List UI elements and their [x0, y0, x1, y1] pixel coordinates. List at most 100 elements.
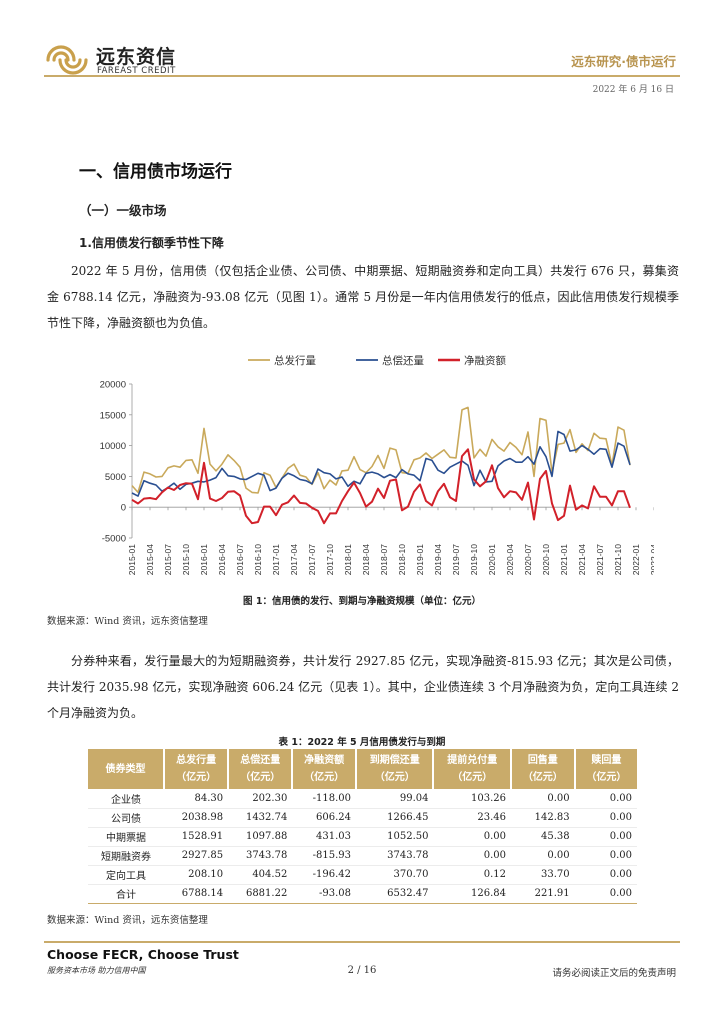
x-tick-label: 2015-07	[163, 544, 173, 575]
legend-label: 总偿还量	[382, 354, 424, 367]
value-cell: 84.30	[164, 789, 229, 809]
series-line-2	[131, 430, 631, 497]
x-tick-label: 2021-01	[559, 544, 569, 575]
header-unit: （亿元）	[176, 772, 217, 783]
x-tick-label: 2015-04	[145, 544, 155, 575]
x-tick-label: 2016-01	[199, 544, 209, 575]
value-cell: 23.46	[433, 808, 511, 828]
value-cell: 6532.47	[355, 884, 434, 904]
y-tick-label: -5000	[102, 534, 126, 545]
x-tick-label: 2015-01	[127, 544, 137, 575]
x-tick-label: 2020-07	[523, 544, 533, 575]
row-label-cell: 中期票据	[88, 827, 164, 847]
x-tick-label: 2017-04	[289, 544, 299, 575]
header-cell: 总发行量 （亿元）	[164, 749, 230, 789]
table-row: 企业债 84.30 202.30 -118.00 99.04 103.26 0.00 0.00	[88, 789, 637, 809]
table-row: 中期票据 1528.91 1097.88 431.03 1052.50 0.00 45.38…	[88, 827, 637, 847]
value-cell: 221.91	[510, 884, 575, 904]
y-tick-label: 20000	[100, 380, 126, 391]
table-caption: 表 1：2022 年 5 月信用债发行与到期	[278, 737, 446, 748]
table-row: 定向工具 208.10 404.52 -196.42 370.70 0.12 33.70 0.…	[88, 865, 637, 885]
header-label: 总发行量	[176, 755, 217, 766]
value-cell: 404.52	[228, 865, 293, 885]
value-cell: 0.00	[433, 827, 511, 847]
header-divider	[44, 75, 680, 77]
table-header-row: 债券类型 总发行量 （亿元） 总偿还量 （亿元） 净融资额 （亿元） 到期偿还量 （亿元…	[88, 749, 637, 789]
footer-tagline: 服务资本市场 助力信用中国	[47, 966, 146, 975]
row-label-cell: 定向工具	[88, 865, 164, 885]
header-label: 到期偿还量	[369, 755, 420, 766]
x-tick-label: 2021-04	[577, 544, 587, 575]
value-cell: 3743.78	[228, 846, 293, 866]
x-tick-label: 2022-01	[631, 544, 641, 575]
series-line-1	[131, 406, 631, 494]
row-label-cell: 企业债	[88, 789, 164, 809]
header-cell: 净融资额 （亿元）	[292, 749, 357, 789]
table-source: 数据来源：Wind 资讯，远东资信整理	[47, 915, 208, 926]
value-cell: 0.00	[574, 884, 637, 904]
value-cell: 0.00	[510, 846, 575, 866]
table-row: 短期融资券 2927.85 3743.78 -815.93 3743.78 0.00 0.0…	[88, 846, 637, 866]
x-tick-label: 2018-04	[361, 544, 371, 575]
row-label-cell: 合计	[88, 884, 164, 904]
value-cell: 33.70	[510, 865, 575, 885]
value-cell: 1097.88	[228, 827, 293, 847]
value-cell: 208.10	[164, 865, 229, 885]
x-tick-label: 2019-01	[415, 544, 425, 575]
x-tick-label: 2018-01	[343, 544, 353, 575]
body-paragraph-1: 2022 年 5 月份，信用债（仅包括企业债、公司债、中期票据、短期融资券和定向…	[47, 264, 679, 330]
x-tick-label: 2016-07	[235, 544, 245, 575]
header-label: 总偿还量	[240, 755, 281, 766]
bond-issuance-table: 债券类型 总发行量 （亿元） 总偿还量 （亿元） 净融资额 （亿元） 到期偿还量 （亿元…	[88, 749, 637, 904]
y-tick-label: 0	[121, 503, 126, 514]
value-cell: 2038.98	[164, 808, 229, 828]
value-cell: -196.42	[292, 865, 356, 885]
logo-text-en: FAREAST CREDIT	[97, 66, 176, 76]
x-tick-label: 2017-01	[271, 544, 281, 575]
legend-label: 净融资额	[464, 354, 506, 367]
page-number: 2 / 16	[347, 965, 377, 976]
header-label: 提前兑付量	[447, 755, 498, 766]
value-cell: 45.38	[510, 827, 575, 847]
logo-text-cn: 远东资信	[96, 46, 177, 68]
header-label: 净融资额	[304, 755, 345, 766]
x-tick-label: 2022-04	[649, 544, 654, 575]
value-cell: 0.12	[433, 865, 511, 885]
value-cell: 202.30	[228, 789, 293, 809]
value-cell: 126.84	[433, 884, 511, 904]
x-tick-label: 2019-04	[433, 544, 443, 575]
x-tick-label: 2020-01	[487, 544, 497, 575]
footer-slogan: Choose FECR, Choose Trust	[47, 947, 239, 962]
y-tick-label: 5000	[105, 472, 126, 483]
header-unit: （亿元）	[240, 772, 281, 783]
header-unit: （亿元）	[586, 772, 627, 783]
header-unit: （亿元）	[452, 772, 493, 783]
header-cell: 到期偿还量 （亿元）	[355, 749, 435, 789]
x-tick-label: 2015-10	[181, 544, 191, 575]
value-cell: 142.83	[510, 808, 575, 828]
y-tick-label: 10000	[100, 441, 126, 452]
x-tick-label: 2018-07	[379, 544, 389, 575]
section-heading: 一、信用债市场运行	[79, 162, 232, 182]
disclaimer-note: 请务必阅读正文后的免责声明	[552, 968, 676, 979]
figure-source: 数据来源：Wind 资讯，远东资信整理	[47, 616, 208, 627]
value-cell: 1432.74	[228, 808, 293, 828]
value-cell: 0.00	[574, 865, 637, 885]
value-cell: 0.00	[574, 808, 637, 828]
value-cell: 0.00	[574, 789, 637, 809]
subsection-heading: （一）一级市场	[79, 203, 167, 218]
value-cell: 99.04	[355, 789, 434, 809]
x-tick-label: 2021-10	[613, 544, 623, 575]
topic-heading: 1.信用债发行额季节性下降	[79, 236, 224, 250]
value-cell: 0.00	[574, 846, 637, 866]
report-section-title: 远东研究·债市运行	[571, 54, 676, 69]
header-unit: （亿元）	[374, 772, 415, 783]
x-tick-label: 2021-07	[595, 544, 605, 575]
table-row: 合计 6788.14 6881.22 -93.08 6532.47 126.84 221.9…	[88, 884, 637, 904]
row-label-cell: 公司债	[88, 808, 164, 828]
header-cell: 债券类型	[88, 749, 165, 789]
header-cell: 提前兑付量 （亿元）	[433, 749, 512, 789]
value-cell: 1266.45	[355, 808, 434, 828]
footer-divider	[44, 941, 680, 943]
value-cell: 0.00	[433, 846, 511, 866]
